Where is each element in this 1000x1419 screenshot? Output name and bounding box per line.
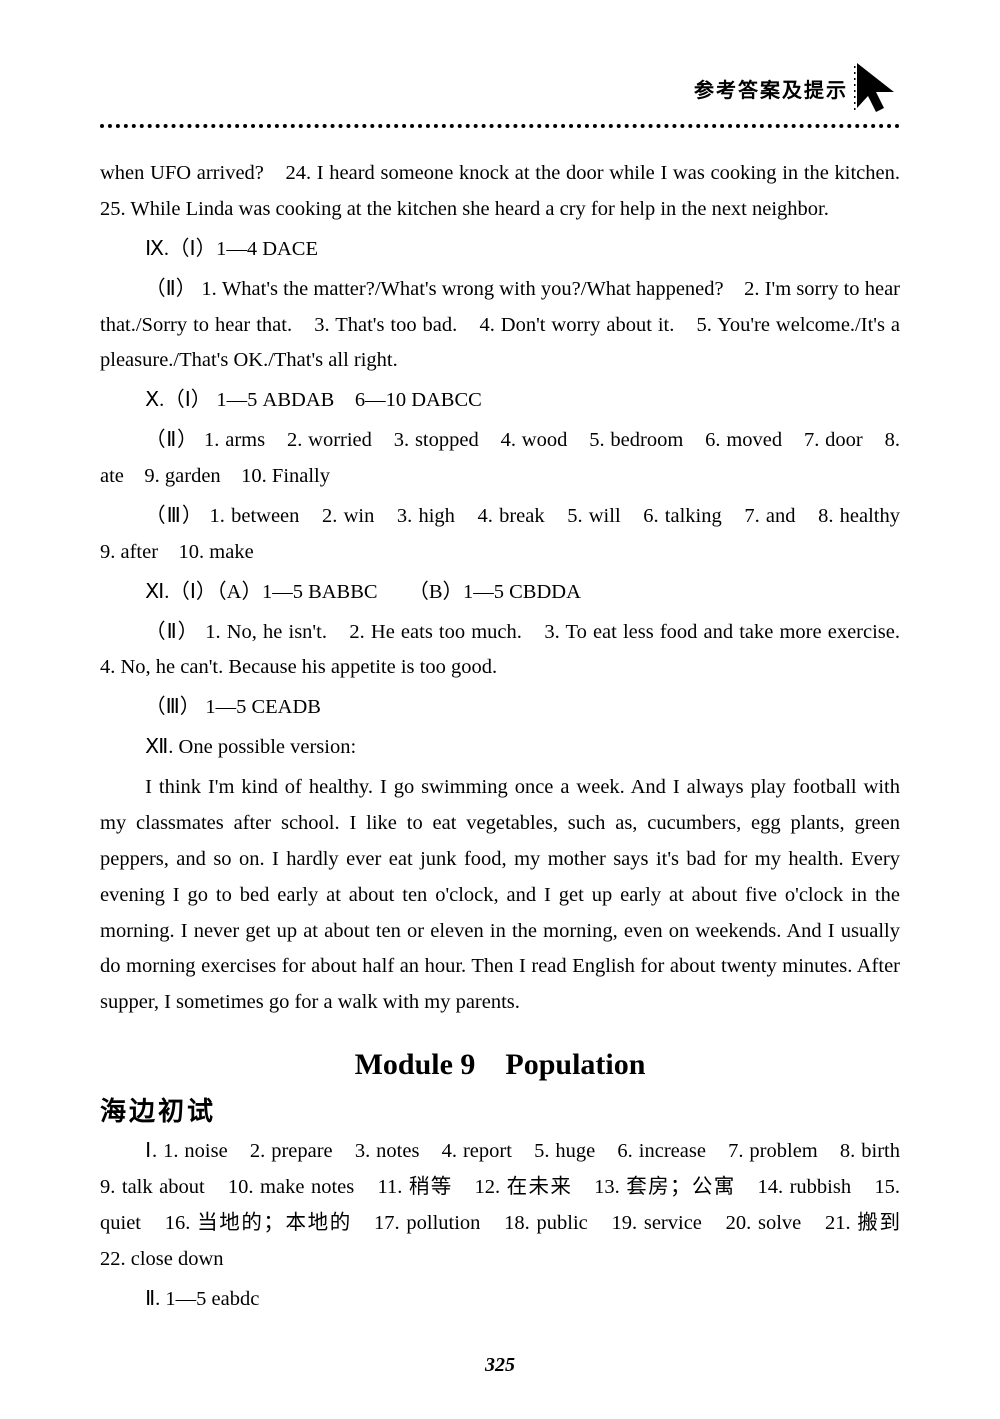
- section-xi-i: Ⅺ.（Ⅰ）（A）1—5 BABBC （B）1—5 CBDDA: [100, 575, 900, 611]
- section-brush-title: 海边初试: [100, 1091, 900, 1128]
- module9-i: Ⅰ. 1. noise 2. prepare 3. notes 4. repor…: [100, 1134, 900, 1278]
- header-title: 参考答案及提示: [694, 74, 848, 103]
- dotted-divider: [100, 124, 900, 128]
- section-x-i: Ⅹ.（Ⅰ） 1—5 ABDAB 6—10 DABCC: [100, 383, 900, 419]
- answer-line-23-25: when UFO arrived? 24. I heard someone kn…: [100, 156, 900, 228]
- section-xii-intro: Ⅻ. One possible version:: [100, 730, 900, 766]
- arrow-cursor-icon: [854, 60, 900, 116]
- section-ix-i: Ⅸ.（Ⅰ）1—4 DACE: [100, 232, 900, 268]
- section-x-ii: （Ⅱ） 1. arms 2. worried 3. stopped 4. woo…: [100, 423, 900, 495]
- page-number: 325: [100, 1354, 900, 1377]
- page-container: 参考答案及提示 when UFO arrived? 24. I heard so…: [0, 0, 1000, 1417]
- section-ix-ii: （Ⅱ） 1. What's the matter?/What's wrong w…: [100, 272, 900, 380]
- module-title: Module 9 Population: [100, 1039, 900, 1083]
- page-header: 参考答案及提示: [100, 60, 900, 116]
- section-xi-iii: （Ⅲ） 1—5 CEADB: [100, 690, 900, 726]
- module9-ii: Ⅱ. 1—5 eabdc: [100, 1282, 900, 1318]
- essay-body: I think I'm kind of healthy. I go swimmi…: [100, 770, 900, 1021]
- section-x-iii: （Ⅲ） 1. between 2. win 3. high 4. break 5…: [100, 499, 900, 571]
- section-xi-ii: （Ⅱ） 1. No, he isn't. 2. He eats too much…: [100, 615, 900, 687]
